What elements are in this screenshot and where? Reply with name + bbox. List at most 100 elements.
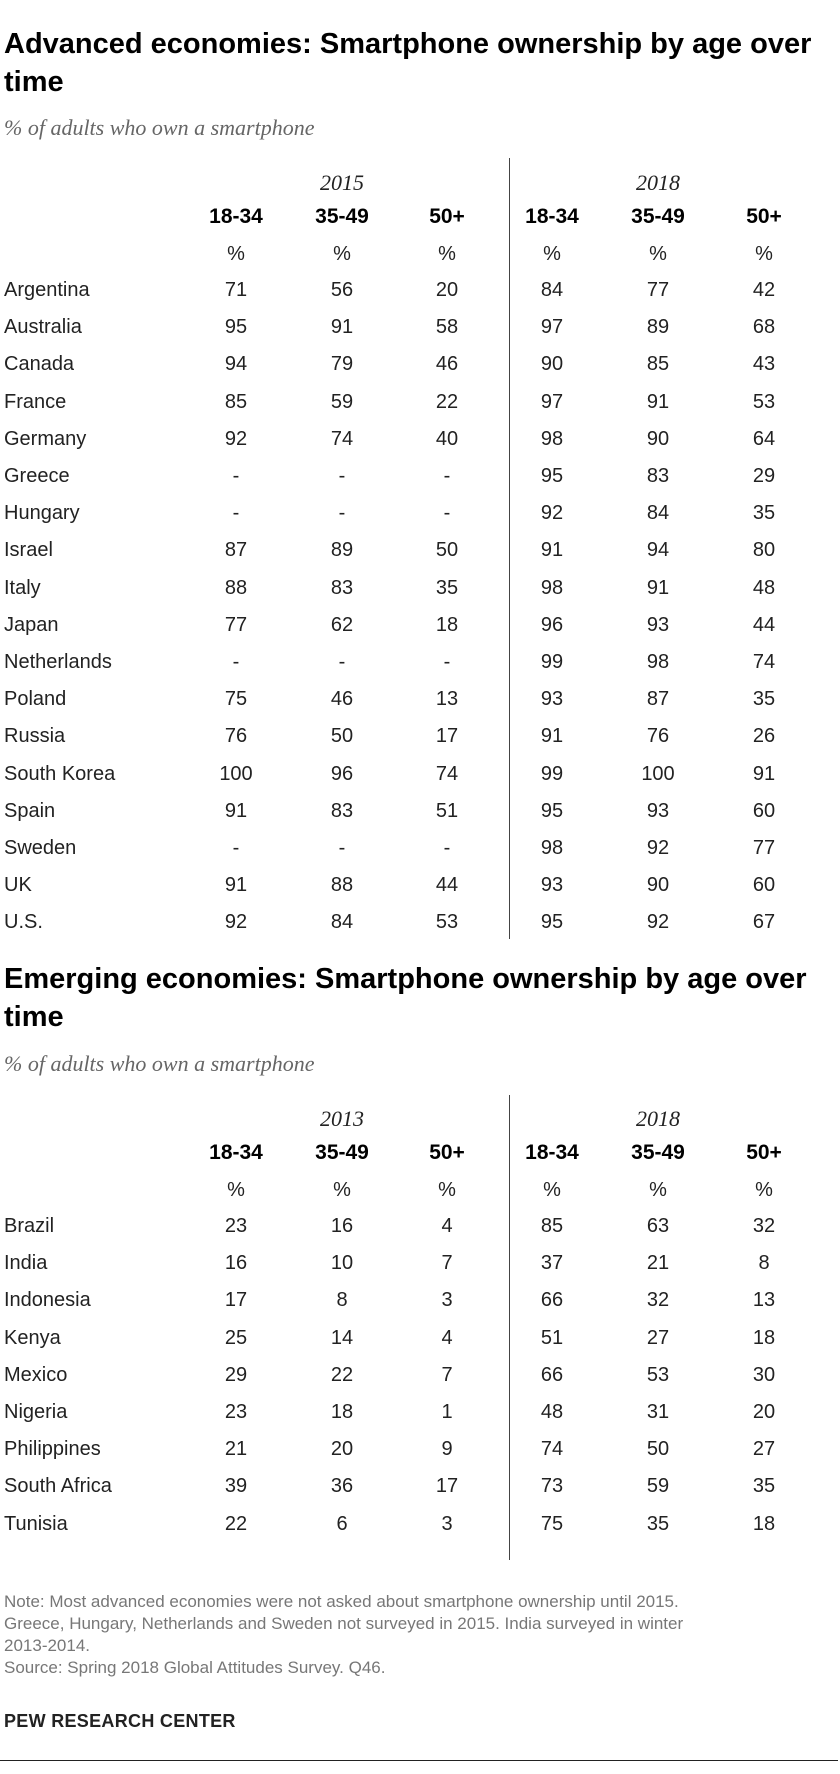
country-label: Germany: [4, 428, 87, 450]
country-label: Argentina: [4, 279, 90, 301]
table-cell-value: 3: [441, 1513, 453, 1535]
table-cell-value: 74: [330, 428, 354, 450]
table-cell-value: 77: [752, 837, 776, 859]
country-label: Canada: [4, 353, 75, 375]
table-cell-value: -: [443, 651, 451, 673]
table-cell-value: 91: [540, 539, 564, 561]
age-group-header: 35-49: [315, 1141, 369, 1164]
percent-unit-label: %: [543, 1179, 561, 1201]
table-cell-value: 95: [540, 800, 564, 822]
table-cell-value: 94: [646, 539, 670, 561]
organization-logo-text: PEW RESEARCH CENTER: [4, 1711, 236, 1731]
table-cell-value: 7: [441, 1252, 453, 1274]
country-label: Spain: [4, 800, 56, 822]
table-cell-value: 98: [540, 428, 564, 450]
age-group-header: 18-34: [209, 205, 263, 228]
table-cell-value: 50: [646, 1438, 670, 1460]
chart-subtitle: % of adults who own a smartphone: [4, 1051, 315, 1076]
year-group-header: 2018: [636, 1106, 680, 1131]
table-cell-value: 20: [752, 1401, 776, 1423]
country-label: Philippines: [4, 1438, 101, 1460]
table-cell-value: 71: [224, 279, 248, 301]
table-cell-value: 35: [752, 502, 776, 524]
table-cell-value: 83: [330, 800, 354, 822]
percent-unit-label: %: [755, 243, 773, 265]
table-cell-value: 46: [330, 688, 354, 710]
table-cell-value: 23: [224, 1401, 248, 1423]
table-cell-value: 91: [540, 725, 564, 747]
table-cell-value: 96: [540, 614, 564, 636]
table-cell-value: 7: [441, 1364, 453, 1386]
bottom-rule: [0, 1760, 838, 1761]
age-group-header: 35-49: [631, 205, 685, 228]
table-cell-value: 48: [540, 1401, 564, 1423]
country-label: Kenya: [4, 1327, 61, 1349]
table-cell-value: -: [232, 651, 240, 673]
table-cell-value: 35: [435, 577, 459, 599]
table-cell-value: 92: [646, 837, 670, 859]
table-cell-value: 85: [224, 391, 248, 413]
table-cell-value: 85: [646, 353, 670, 375]
country-label: Tunisia: [4, 1513, 68, 1535]
table-cell-value: 92: [224, 911, 248, 933]
table-cell-value: 74: [435, 763, 459, 785]
country-label: Italy: [4, 577, 41, 599]
age-group-header: 50+: [746, 1141, 782, 1164]
age-group-header: 35-49: [315, 205, 369, 228]
table-cell-value: 98: [540, 837, 564, 859]
table-cell-value: 67: [752, 911, 776, 933]
table-cell-value: 18: [752, 1327, 776, 1349]
table-cell-value: 62: [330, 614, 354, 636]
percent-unit-label: %: [333, 243, 351, 265]
country-label: Australia: [4, 316, 82, 338]
table-cell-value: 74: [752, 651, 776, 673]
table-cell-value: 50: [330, 725, 354, 747]
table-cell-value: 14: [330, 1327, 354, 1349]
age-group-header: 50+: [746, 205, 782, 228]
table-cell-value: 91: [224, 800, 248, 822]
year-group-header: 2018: [636, 170, 680, 195]
country-label: France: [4, 391, 67, 413]
table-cell-value: 88: [330, 874, 354, 896]
table-cell-value: 3: [441, 1289, 453, 1311]
table-cell-value: 97: [540, 316, 564, 338]
table-cell-value: 60: [752, 800, 776, 822]
table-cell-value: 21: [224, 1438, 248, 1460]
table-cell-value: 79: [330, 353, 354, 375]
age-group-header: 18-34: [209, 1141, 263, 1164]
table-cell-value: 17: [435, 725, 459, 747]
table-cell-value: -: [443, 502, 451, 524]
table-cell-value: 23: [224, 1215, 248, 1237]
table-cell-value: 99: [540, 763, 564, 785]
percent-unit-label: %: [755, 1179, 773, 1201]
table-cell-value: 35: [752, 1475, 776, 1497]
table-cell-value: 88: [224, 577, 248, 599]
percent-unit-label: %: [649, 243, 667, 265]
table-cell-value: 26: [752, 725, 776, 747]
note-line: Greece, Hungary, Netherlands and Sweden …: [4, 1614, 684, 1633]
age-group-header: 18-34: [525, 205, 579, 228]
table-cell-value: -: [443, 465, 451, 487]
table-cell-value: 92: [540, 502, 564, 524]
table-cell-value: 50: [435, 539, 459, 561]
table-cell-value: 83: [646, 465, 670, 487]
table-cell-value: 91: [646, 391, 670, 413]
year-divider-line: [509, 158, 510, 939]
table-cell-value: 40: [435, 428, 459, 450]
table-cell-value: 95: [540, 465, 564, 487]
year-divider-line: [509, 1095, 510, 1560]
table-cell-value: 9: [441, 1438, 453, 1460]
chart-title: Advanced economies: Smartphone ownership…: [4, 28, 812, 98]
country-label: Hungary: [4, 502, 80, 524]
table-cell-value: 89: [330, 539, 354, 561]
table-cell-value: 31: [646, 1401, 670, 1423]
table-cell-value: 6: [336, 1513, 348, 1535]
table-cell-value: -: [338, 651, 346, 673]
table-cell-value: 66: [540, 1289, 564, 1311]
table-cell-value: 93: [646, 614, 670, 636]
country-label: Indonesia: [4, 1289, 91, 1311]
source-line: Source: Spring 2018 Global Attitudes Sur…: [4, 1658, 386, 1677]
table-cell-value: -: [443, 837, 451, 859]
table-cell-value: 16: [330, 1215, 354, 1237]
table-cell-value: -: [338, 837, 346, 859]
